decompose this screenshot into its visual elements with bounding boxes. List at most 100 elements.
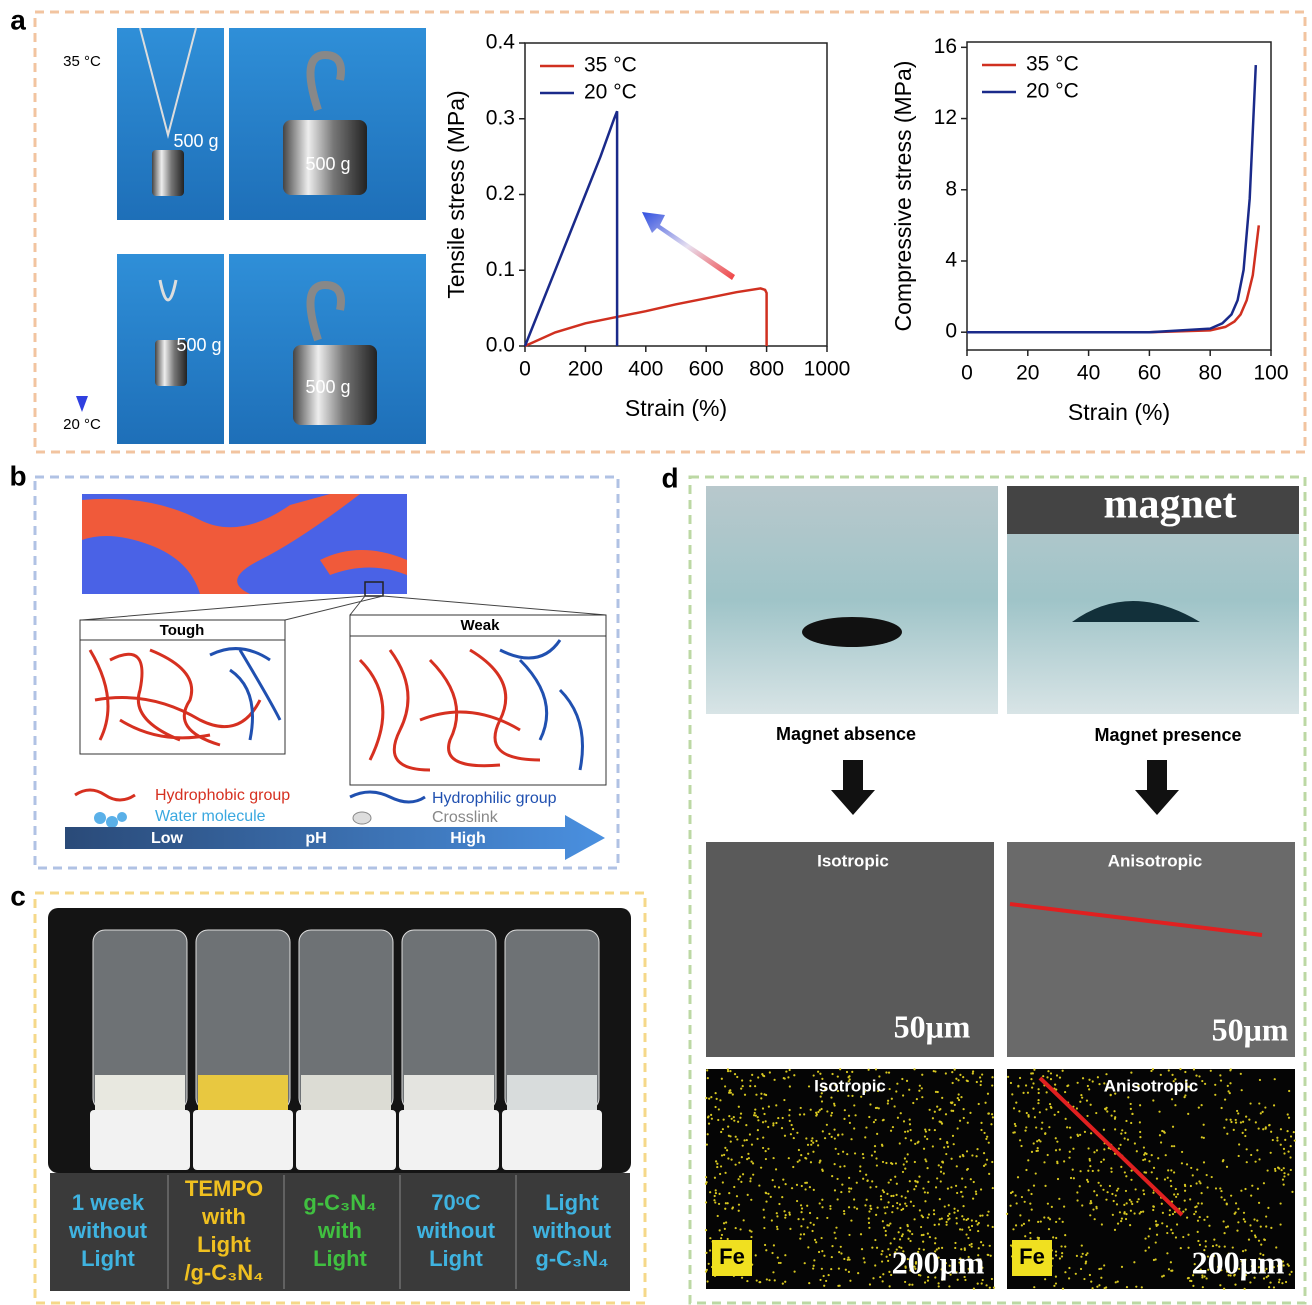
eds-dot [774, 1186, 776, 1188]
eds-dot [1169, 1214, 1171, 1216]
eds-dot [761, 1073, 763, 1075]
eds-dot [895, 1162, 897, 1164]
eds-dot [756, 1138, 758, 1140]
eds-dot [1172, 1232, 1174, 1234]
condition-line: without [532, 1218, 612, 1243]
eds-dot [807, 1246, 809, 1248]
eds-dot [739, 1117, 741, 1119]
eds-dot [1244, 1288, 1246, 1290]
eds-dot [959, 1074, 961, 1076]
eds-dot [972, 1072, 974, 1074]
eds-dot [963, 1108, 965, 1110]
eds-dot [939, 1138, 941, 1140]
eds-dot [1087, 1085, 1089, 1087]
eds-dot [1133, 1261, 1135, 1263]
eds-dot [1093, 1190, 1095, 1192]
eds-dot [793, 1074, 795, 1076]
eds-dot [720, 1237, 722, 1239]
eds-dot [975, 1155, 977, 1157]
eds-dot [1182, 1211, 1184, 1213]
figure: abcd 020040060080010000.00.10.20.30.4Str… [0, 0, 1312, 1305]
eds-dot [958, 1099, 960, 1101]
eds-dot [906, 1161, 908, 1163]
eds-dot [1056, 1161, 1058, 1163]
structure-label: Isotropic [814, 1076, 886, 1095]
eds-dot [851, 1071, 853, 1073]
eds-dot [715, 1192, 717, 1194]
eds-dot [755, 1094, 757, 1096]
eds-dot [1262, 1111, 1264, 1113]
eds-dot [835, 1148, 837, 1150]
structure-label: Anisotropic [1104, 1076, 1198, 1095]
eds-dot [746, 1158, 748, 1160]
eds-dot [762, 1147, 764, 1149]
eds-dot [830, 1268, 832, 1270]
eds-dot [1047, 1070, 1049, 1072]
eds-dot [939, 1218, 941, 1220]
eds-dot [903, 1120, 905, 1122]
eds-dot [892, 1195, 894, 1197]
eds-dot [837, 1153, 839, 1155]
eds-dot [1055, 1237, 1057, 1239]
eds-dot [751, 1074, 753, 1076]
eds-dot [907, 1238, 909, 1240]
series-line [967, 65, 1256, 332]
eds-dot [848, 1191, 850, 1193]
eds-dot [792, 1128, 794, 1130]
eds-dot [891, 1098, 893, 1100]
eds-dot [1032, 1108, 1034, 1110]
eds-dot [899, 1238, 901, 1240]
eds-dot [1089, 1274, 1091, 1276]
eds-dot [848, 1234, 850, 1236]
eds-dot [1015, 1224, 1017, 1226]
eds-dot [1152, 1192, 1154, 1194]
eds-dot [731, 1118, 733, 1120]
eds-dot [1242, 1121, 1244, 1123]
eds-dot [980, 1188, 982, 1190]
eds-dot [887, 1201, 889, 1203]
eds-dot [896, 1194, 898, 1196]
eds-dot [1197, 1240, 1199, 1242]
eds-dot [1016, 1202, 1018, 1204]
eds-dot [1012, 1132, 1014, 1134]
eds-dot [789, 1085, 791, 1087]
eds-dot [913, 1188, 915, 1190]
eds-dot [975, 1193, 977, 1195]
eds-dot [1278, 1281, 1280, 1283]
eds-dot [705, 1097, 707, 1099]
eds-dot [1097, 1076, 1099, 1078]
eds-dot [843, 1258, 845, 1260]
eds-dot [1234, 1284, 1236, 1286]
eds-dot [1159, 1134, 1161, 1136]
eds-dot [957, 1097, 959, 1099]
eds-dot [1052, 1257, 1054, 1259]
eds-dot [834, 1232, 836, 1234]
eds-dot [882, 1161, 884, 1163]
eds-dot [1140, 1211, 1142, 1213]
eds-dot [716, 1166, 718, 1168]
legend-label: Water molecule [155, 808, 266, 825]
eds-dot [804, 1188, 806, 1190]
eds-dot [914, 1161, 916, 1163]
eds-dot [866, 1199, 868, 1201]
eds-dot [893, 1238, 895, 1240]
eds-dot [1237, 1221, 1239, 1223]
eds-dot [819, 1109, 821, 1111]
eds-dot [767, 1148, 769, 1150]
eds-dot [784, 1281, 786, 1283]
eds-dot [961, 1229, 963, 1231]
eds-dot [1090, 1132, 1092, 1134]
eds-dot [1171, 1098, 1173, 1100]
eds-dot [753, 1114, 755, 1116]
eds-dot [1258, 1202, 1260, 1204]
eds-dot [1184, 1199, 1186, 1201]
eds-dot [945, 1221, 947, 1223]
eds-dot [1170, 1261, 1172, 1263]
eds-dot [1192, 1174, 1194, 1176]
eds-dot [1240, 1121, 1242, 1123]
eds-dot [868, 1227, 870, 1229]
eds-dot [992, 1226, 994, 1228]
eds-dot [1093, 1151, 1095, 1153]
eds-dot [940, 1180, 942, 1182]
eds-dot [831, 1112, 833, 1114]
